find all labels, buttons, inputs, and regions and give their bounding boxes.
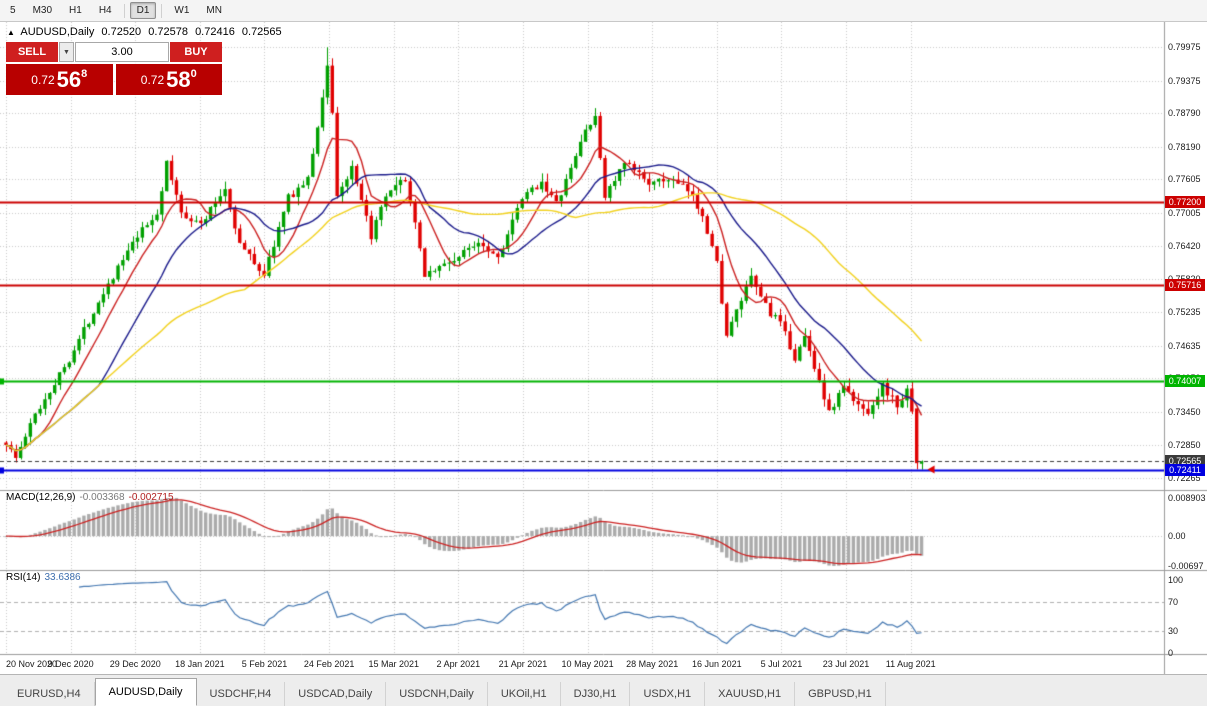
sell-price-button[interactable]: 0.72 56 8: [6, 64, 113, 95]
timeframe-h4[interactable]: H4: [98, 5, 112, 16]
chart-symbol-label: AUDUSD,Daily: [20, 26, 95, 38]
one-click-trading-panel: SELL ▼ 3.00 BUY 0.72 56 8 0.72 58 0: [6, 42, 222, 95]
macd-indicator-label: MACD(12,26,9) -0.003368 -0.002715: [6, 492, 174, 503]
timeframe-h1[interactable]: H1: [69, 5, 82, 16]
timeframe-5[interactable]: 5: [10, 5, 16, 16]
macd-name: MACD(12,26,9): [6, 492, 76, 503]
buy-price-pip: 0: [190, 67, 197, 80]
timeframe-toolbar: 5 M30 H1 H4 D1 W1 MN: [0, 0, 1207, 22]
tab-usdchf-h4[interactable]: USDCHF,H4: [197, 682, 286, 706]
expand-triangle-icon[interactable]: ▲: [7, 28, 15, 37]
tab-usdx-h1[interactable]: USDX,H1: [630, 682, 706, 706]
timeframe-mn[interactable]: MN: [206, 5, 222, 16]
tab-audusd-daily[interactable]: AUDUSD,Daily: [94, 678, 197, 706]
tab-xauusd-h1[interactable]: XAUUSD,H1: [705, 682, 796, 706]
rsi-name: RSI(14): [6, 572, 41, 583]
tab-eurusd-h4[interactable]: EURUSD,H4: [4, 682, 95, 706]
macd-signal-value: -0.002715: [128, 492, 174, 503]
ohlc-close-value: 0.72565: [241, 26, 282, 38]
tab-usdcad-daily[interactable]: USDCAD,Daily: [285, 682, 387, 706]
chart-region: 0.79975 0.79375 0.78790 0.78190 0.77605 0.770…: [0, 22, 1207, 674]
trade-panel-top-row: SELL ▼ 3.00 BUY: [6, 42, 222, 62]
volume-input[interactable]: 3.00: [75, 42, 169, 62]
toolbar-separator: [161, 3, 163, 18]
timeframe-m30[interactable]: M30: [32, 5, 53, 16]
ohlc-open-value: 0.72520: [101, 26, 142, 38]
buy-button[interactable]: BUY: [170, 42, 222, 62]
timeframe-d1[interactable]: D1: [129, 2, 157, 19]
tab-gbpusd-h1[interactable]: GBPUSD,H1: [795, 682, 886, 706]
tab-usdcnh-daily[interactable]: USDCNH,Daily: [386, 682, 488, 706]
chart-tabbar: EURUSD,H4 AUDUSD,Daily USDCHF,H4 USDCAD,Dai…: [0, 674, 1207, 706]
timeframe-w1[interactable]: W1: [174, 5, 190, 16]
buy-price-prefix: 0.72: [140, 72, 165, 87]
rsi-value: 33.6386: [44, 572, 81, 583]
tab-ukoil-h1[interactable]: UKOil,H1: [488, 682, 561, 706]
toolbar-separator: [123, 3, 125, 18]
buy-price-digits: 58: [166, 66, 191, 92]
ohlc-high-value: 0.72578: [148, 26, 188, 38]
sell-price-pip: 8: [81, 67, 88, 80]
sell-button[interactable]: SELL: [6, 42, 58, 62]
volume-dropdown-button[interactable]: ▼: [59, 42, 74, 62]
macd-main-value: -0.003368: [79, 492, 125, 503]
tab-dj30-h1[interactable]: DJ30,H1: [561, 682, 631, 706]
sell-price-digits: 56: [56, 66, 82, 92]
trade-panel-price-row: 0.72 56 8 0.72 58 0: [6, 64, 222, 95]
price-chart-canvas[interactable]: [0, 22, 1207, 674]
buy-price-button[interactable]: 0.72 58 0: [115, 64, 222, 95]
rsi-indicator-label: RSI(14) 33.6386: [6, 572, 81, 583]
chart-title: ▲ AUDUSD,Daily 0.72520 0.72578 0.72416 0…: [7, 26, 286, 38]
sell-price-prefix: 0.72: [31, 72, 55, 87]
ohlc-low-value: 0.72416: [195, 26, 235, 38]
